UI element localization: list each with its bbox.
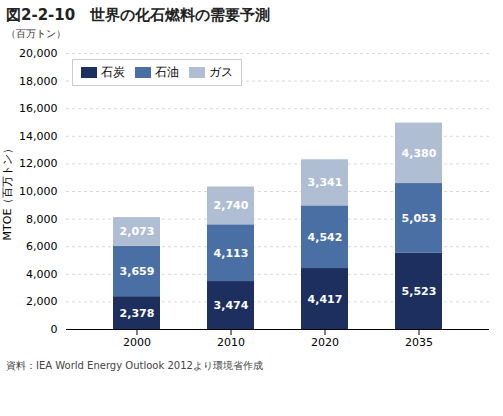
svg-text:5,053: 5,053: [402, 212, 437, 225]
svg-text:2,740: 2,740: [214, 199, 249, 212]
svg-text:2,000: 2,000: [26, 295, 58, 308]
html-text:図2-2-10 世界の化石燃料の需要予測: 図2-2-10 世界の化石燃料の需要予測: [6, 6, 271, 24]
svg-text:MTOE（百万トン）: MTOE（百万トン）: [1, 143, 14, 241]
svg-text:14,000: 14,000: [19, 130, 58, 143]
svg-text:2,073: 2,073: [120, 225, 155, 238]
svg-text:5,523: 5,523: [402, 285, 437, 298]
svg-text:20,000: 20,000: [19, 47, 58, 60]
html-text:石油: 石油: [155, 65, 179, 79]
svg-text:3,474: 3,474: [214, 299, 249, 312]
html-text:石炭: 石炭: [101, 65, 125, 79]
html-text:資料：IEA World Energy Outlook 20: 資料：IEA World Energy Outlook 2012より環境省作成: [6, 360, 263, 371]
svg-text:2020: 2020: [311, 336, 339, 349]
svg-text:3,341: 3,341: [308, 176, 343, 189]
svg-text:4,000: 4,000: [26, 268, 58, 281]
svg-text:4,542: 4,542: [308, 231, 343, 244]
svg-text:0: 0: [51, 323, 58, 336]
html-text:ガス: ガス: [209, 65, 233, 79]
svg-text:3,659: 3,659: [120, 265, 155, 278]
svg-text:8,000: 8,000: [26, 213, 58, 226]
svg-text:18,000: 18,000: [19, 75, 58, 88]
svg-text:2000: 2000: [123, 336, 151, 349]
svg-text:2,378: 2,378: [120, 307, 155, 320]
svg-text:2035: 2035: [405, 336, 433, 349]
svg-text:16,000: 16,000: [19, 102, 58, 115]
svg-text:4,417: 4,417: [308, 293, 343, 306]
svg-text:4,113: 4,113: [214, 247, 249, 260]
svg-text:10,000: 10,000: [19, 185, 58, 198]
html-text:（百万トン）: （百万トン）: [6, 28, 66, 39]
svg-text:4,380: 4,380: [402, 147, 437, 160]
svg-text:6,000: 6,000: [26, 240, 58, 253]
svg-text:2010: 2010: [217, 336, 245, 349]
svg-text:12,000: 12,000: [19, 157, 58, 170]
